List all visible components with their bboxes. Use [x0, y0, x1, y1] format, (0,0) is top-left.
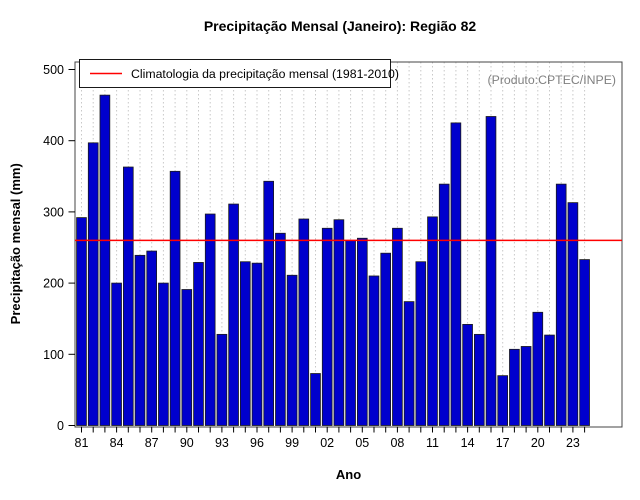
- bar-2010: [415, 261, 427, 426]
- bar-1985: [123, 166, 134, 426]
- x-tick-label: 05: [355, 436, 369, 450]
- bar-1995: [239, 261, 251, 426]
- bar-2007: [380, 252, 391, 426]
- chart-title: Precipitação Mensal (Janeiro): Região 82: [204, 18, 477, 34]
- bar-1986: [134, 254, 146, 426]
- bar-1988: [158, 282, 169, 426]
- x-tick-label: 14: [461, 436, 475, 450]
- bar-1998: [275, 232, 286, 426]
- bar-1981: [76, 217, 87, 426]
- bar-2011: [427, 216, 438, 426]
- bar-1997: [263, 180, 274, 426]
- bar-2004: [345, 239, 356, 426]
- bar-2009: [403, 301, 415, 426]
- x-tick-label: 81: [75, 436, 89, 450]
- bar-1996: [251, 262, 263, 426]
- x-tick-label: 90: [180, 436, 194, 450]
- bar-2014: [462, 323, 473, 426]
- bars-group: [76, 94, 590, 426]
- y-tick-label: 400: [43, 134, 64, 148]
- bar-2016: [485, 116, 497, 426]
- bar-2013: [450, 122, 462, 426]
- legend-label: Climatologia da precipitação mensal (198…: [131, 67, 399, 81]
- x-tick-label: 08: [390, 436, 404, 450]
- bar-2012: [438, 183, 450, 426]
- bar-1999: [286, 274, 298, 426]
- bar-2001: [310, 373, 321, 426]
- legend: Climatologia da precipitação mensal (198…: [79, 59, 399, 88]
- y-axis: 0 100 200 300 400 500: [43, 63, 75, 433]
- bar-2008: [392, 227, 403, 426]
- bar-2023: [567, 202, 579, 426]
- y-tick-label: 100: [43, 348, 64, 362]
- x-axis: 81 84 87 90 93 96 99 02 05 08 11 14 17 20 23: [75, 427, 586, 450]
- y-tick-label: 200: [43, 277, 64, 291]
- bar-2017: [497, 375, 508, 426]
- bar-2019: [520, 346, 532, 426]
- x-tick-label: 23: [566, 436, 580, 450]
- bar-2002: [321, 227, 333, 426]
- bar-1993: [216, 333, 228, 426]
- bar-2020: [532, 311, 544, 426]
- bar-1983: [99, 94, 111, 426]
- bar-2000: [298, 218, 310, 426]
- x-tick-label: 96: [250, 436, 264, 450]
- bar-1990: [181, 289, 193, 426]
- x-tick-label: 84: [110, 436, 124, 450]
- bar-1984: [111, 282, 122, 426]
- x-tick-label: 87: [145, 436, 159, 450]
- bar-1987: [146, 250, 158, 426]
- y-tick-label: 0: [57, 419, 64, 433]
- bar-1992: [204, 213, 216, 426]
- bar-2024: [579, 259, 590, 426]
- bar-2003: [333, 219, 345, 426]
- bar-2018: [509, 348, 520, 426]
- produto-annotation: (Produto:CPTEC/INPE): [488, 73, 616, 87]
- bar-2006: [368, 275, 380, 426]
- x-tick-label: 20: [531, 436, 545, 450]
- y-tick-label: 500: [43, 63, 64, 77]
- x-tick-label: 99: [285, 436, 299, 450]
- bar-1989: [169, 170, 181, 426]
- x-tick-label: 02: [320, 436, 334, 450]
- bar-2005: [356, 237, 368, 426]
- legend-box: [79, 59, 391, 88]
- y-tick-label: 300: [43, 205, 64, 219]
- bar-1982: [87, 142, 99, 426]
- x-axis-title: Ano: [336, 467, 361, 482]
- x-tick-label: 93: [215, 436, 229, 450]
- bar-2015: [473, 333, 485, 426]
- bar-2021: [544, 334, 555, 426]
- bar-1994: [228, 203, 239, 426]
- x-tick-label: 17: [496, 436, 510, 450]
- x-tick-label: 11: [426, 436, 439, 450]
- bar-2022: [555, 183, 567, 426]
- bar-1991: [193, 262, 204, 426]
- y-axis-title: Precipitação mensal (mm): [8, 163, 23, 324]
